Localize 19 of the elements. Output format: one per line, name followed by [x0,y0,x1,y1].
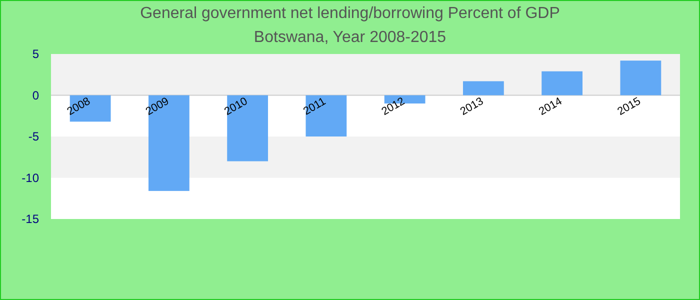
y-tick-label: -10 [22,170,40,185]
x-tick-label: 2014 [536,95,564,118]
y-tick-label: 5 [32,47,40,62]
x-tick-label: 2011 [301,96,328,118]
chart-subtitle: Botswana, Year 2008-2015 [254,29,446,46]
x-tick-label: 2010 [222,95,250,118]
chart-title: General government net lending/borrowing Percent of GDP [140,5,560,22]
x-tick-label: 2015 [616,95,643,118]
x-tick-label: 2012 [380,95,407,118]
y-tick-label: 0 [32,88,40,102]
x-tick-label: 2013 [458,95,486,118]
y-tick-label: -5 [28,130,40,144]
y-tick-label: -15 [22,212,40,226]
bar [620,60,662,96]
x-tick-label: 2009 [144,95,172,118]
x-tick-label: 2008 [65,95,92,118]
bar [306,95,347,136]
bar [462,81,504,96]
bar [542,71,583,96]
